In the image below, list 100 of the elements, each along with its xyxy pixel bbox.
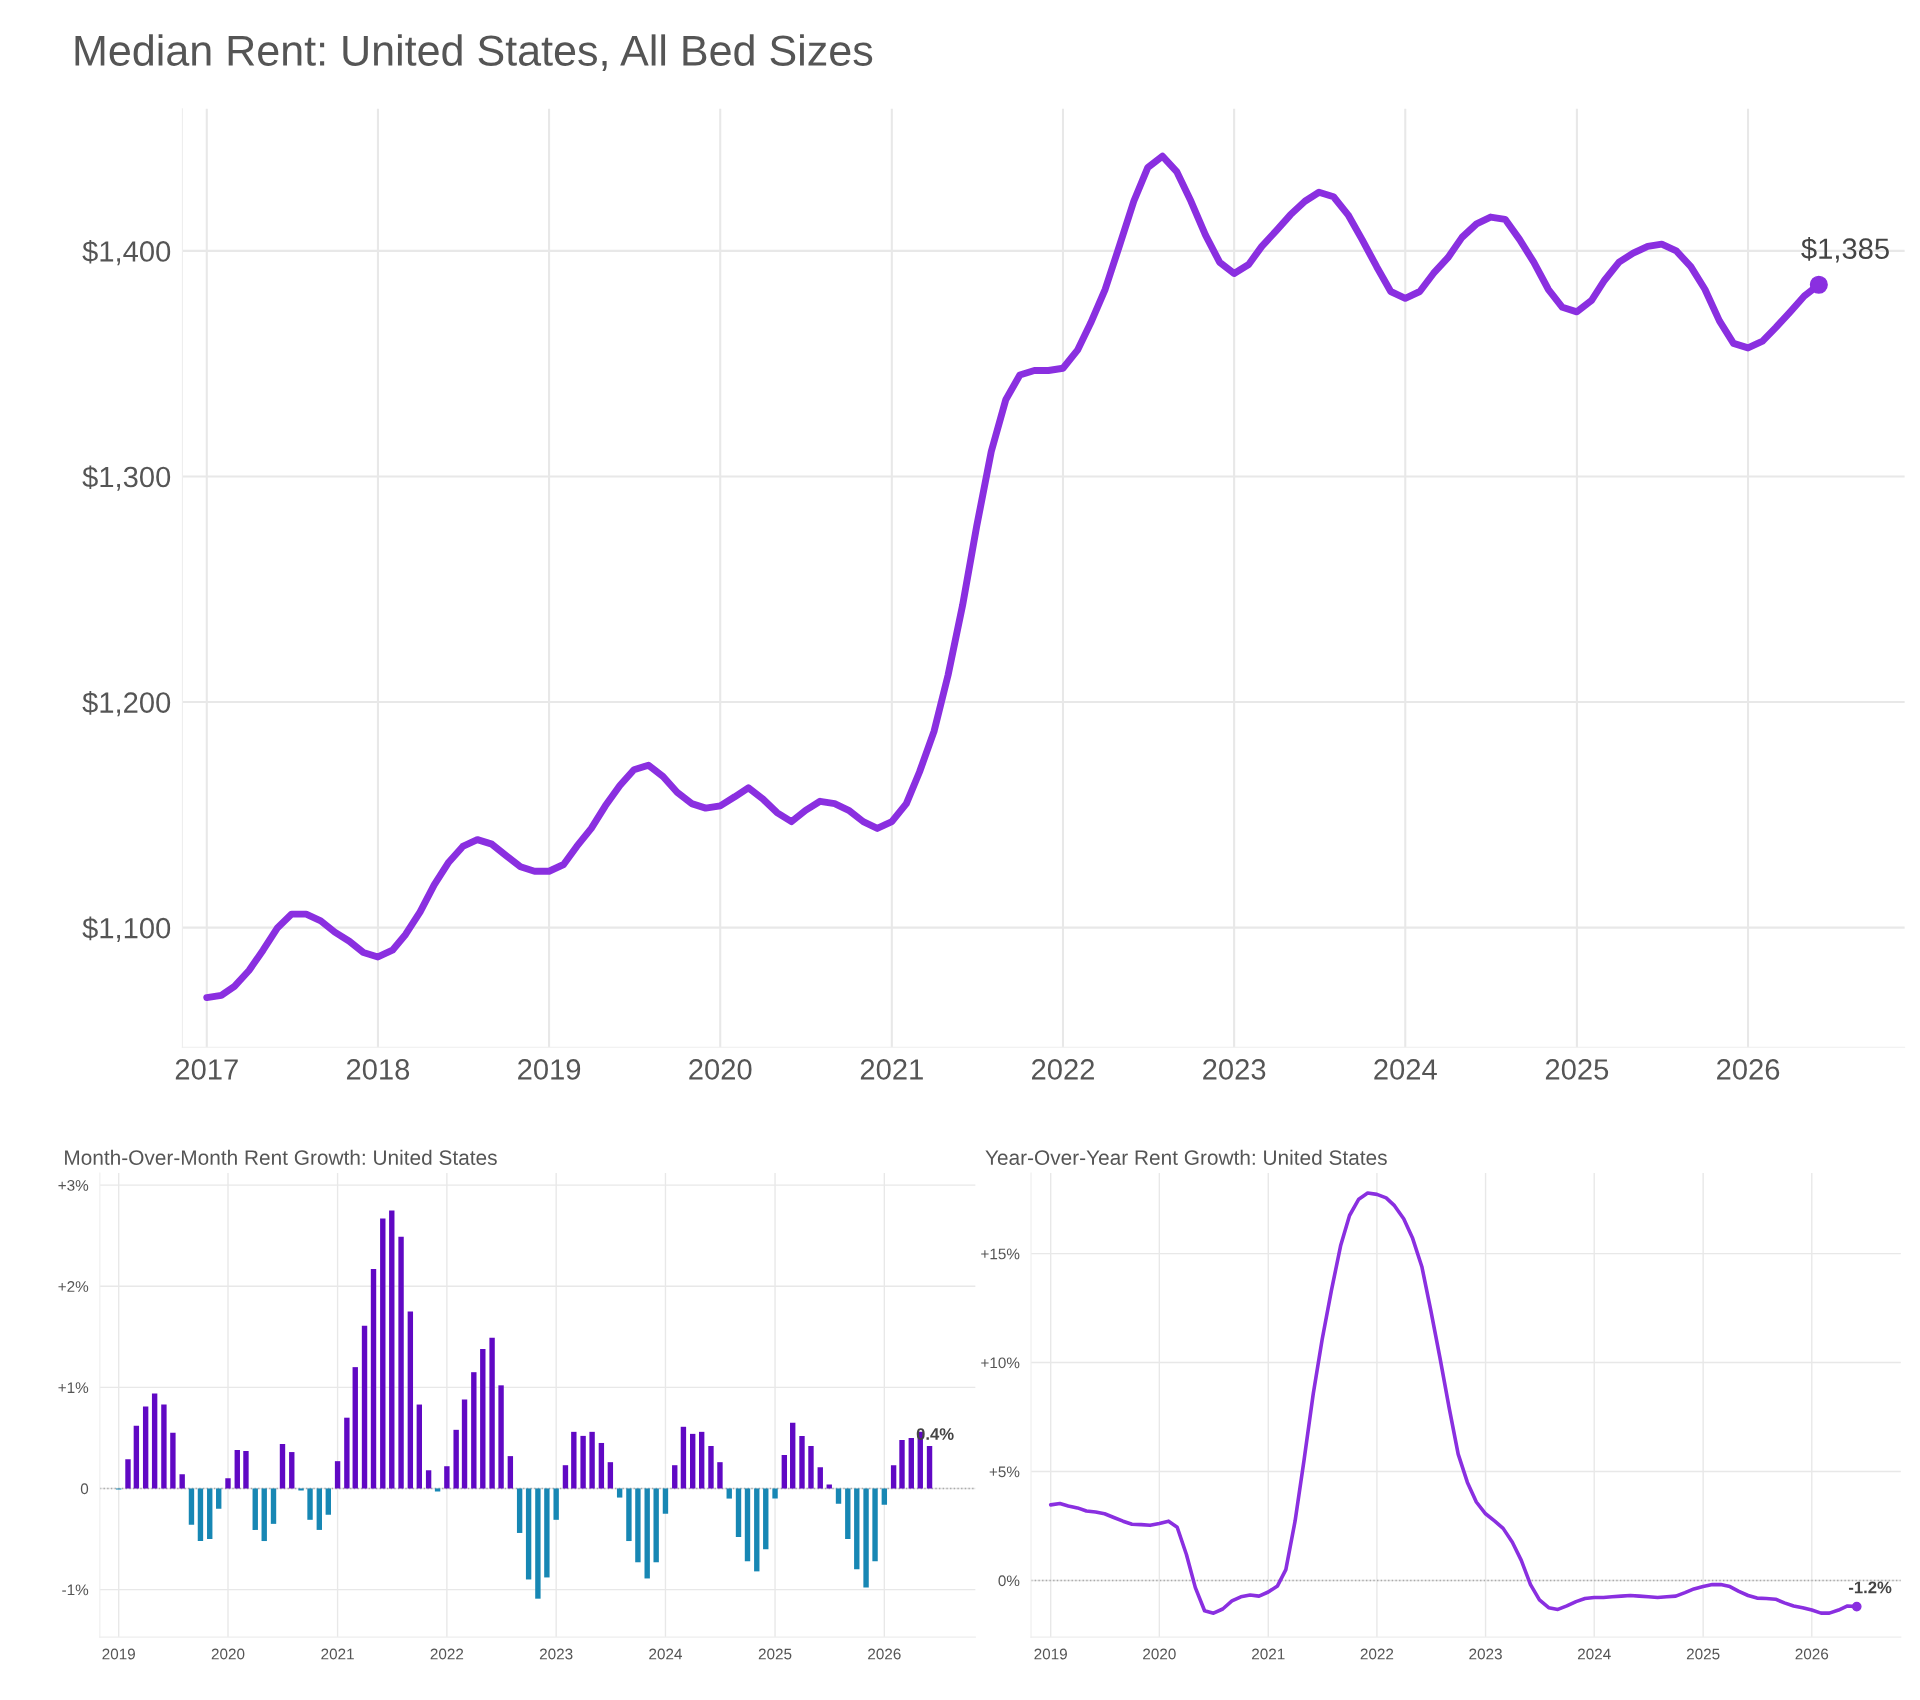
bar — [854, 1488, 860, 1570]
bar — [826, 1484, 832, 1489]
y-tick-label: -1% — [62, 1584, 89, 1596]
bar — [361, 1325, 368, 1489]
x-tick-label: 2022 — [1360, 1648, 1394, 1660]
x-tick-label: 2024 — [1374, 1059, 1437, 1080]
bar — [544, 1488, 550, 1578]
x-tick-label: 2020 — [211, 1648, 245, 1660]
bar — [425, 1470, 432, 1489]
x-tick-label: 2022 — [1032, 1059, 1094, 1080]
x-tick-label: 2021 — [321, 1648, 354, 1660]
bar — [817, 1467, 823, 1489]
bar — [179, 1474, 185, 1489]
bar — [279, 1443, 286, 1489]
bar — [298, 1488, 304, 1491]
y-tick-label: +10% — [981, 1357, 1020, 1369]
bar — [133, 1425, 140, 1489]
bar — [562, 1465, 569, 1489]
bar — [863, 1488, 869, 1588]
bar — [188, 1488, 195, 1525]
bar — [735, 1488, 742, 1537]
bar — [690, 1433, 696, 1489]
bar — [516, 1488, 523, 1533]
bar — [772, 1488, 778, 1499]
bar — [680, 1426, 687, 1489]
y-tick-label: 0 — [80, 1483, 89, 1495]
bar — [589, 1431, 595, 1489]
x-tick-label: 2025 — [1545, 1059, 1609, 1080]
annotation: -1.2% — [1848, 1581, 1892, 1594]
bar — [370, 1269, 377, 1489]
bar — [125, 1459, 131, 1489]
bar — [444, 1466, 450, 1489]
chart-title: Month-Over-Month Rent Growth: United States — [65, 1149, 497, 1165]
bar — [489, 1337, 495, 1489]
x-tick-label: 2025 — [758, 1648, 792, 1660]
bar — [270, 1488, 277, 1524]
x-tick-label: 2017 — [175, 1059, 238, 1080]
bar — [234, 1450, 240, 1489]
bar — [498, 1385, 504, 1489]
bar — [461, 1399, 468, 1489]
x-tick-label: 2018 — [346, 1059, 410, 1080]
bar — [744, 1488, 751, 1562]
bar — [635, 1488, 641, 1563]
x-tick-label: 2026 — [1795, 1648, 1829, 1660]
bar — [535, 1488, 541, 1599]
bar — [808, 1446, 814, 1489]
bar — [151, 1393, 158, 1489]
bar — [480, 1348, 486, 1489]
bar — [616, 1488, 623, 1498]
bar — [161, 1404, 167, 1489]
bar — [344, 1417, 350, 1489]
bar — [708, 1446, 714, 1489]
x-tick-label: 2023 — [1469, 1648, 1502, 1660]
bar — [325, 1488, 331, 1515]
bar — [653, 1488, 659, 1563]
bar — [899, 1439, 905, 1489]
bar — [799, 1435, 805, 1489]
bar — [416, 1404, 423, 1489]
y-tick-label: $1,200 — [82, 691, 171, 717]
x-tick-label: 2019 — [518, 1059, 581, 1080]
bar — [908, 1437, 914, 1489]
bar — [243, 1451, 249, 1489]
x-tick-label: 2020 — [689, 1059, 752, 1080]
bar — [507, 1456, 514, 1489]
x-tick-label: 2025 — [1686, 1648, 1720, 1660]
bar — [316, 1488, 323, 1530]
x-tick-label: 2024 — [649, 1648, 682, 1660]
bar — [142, 1406, 149, 1489]
x-tick-label: 2023 — [1203, 1059, 1266, 1080]
bar — [571, 1431, 577, 1489]
bar — [398, 1236, 404, 1489]
y-tick-label: $1,300 — [82, 465, 171, 491]
annotation: 0.4% — [916, 1428, 954, 1440]
bar — [790, 1422, 796, 1489]
bar — [626, 1488, 632, 1542]
bar — [525, 1488, 532, 1580]
y-tick-label: $1,100 — [82, 916, 171, 942]
bar — [845, 1488, 851, 1540]
bar — [471, 1372, 477, 1489]
bar — [607, 1462, 614, 1489]
bar — [170, 1432, 176, 1489]
x-tick-label: 2020 — [1143, 1648, 1176, 1660]
x-tick-label: 2019 — [1034, 1648, 1067, 1660]
bar — [781, 1455, 788, 1489]
bar — [289, 1452, 295, 1489]
bar — [644, 1488, 650, 1579]
bar — [407, 1311, 414, 1489]
bar — [352, 1367, 358, 1489]
bar — [216, 1488, 222, 1509]
bar — [717, 1462, 723, 1489]
bar — [662, 1488, 669, 1514]
x-tick-label: 2021 — [1252, 1648, 1285, 1660]
y-tick-label: 0% — [998, 1575, 1020, 1587]
y-tick-label: +2% — [58, 1281, 89, 1292]
bar — [453, 1429, 459, 1489]
x-tick-label: 2021 — [860, 1059, 923, 1080]
annotation: $1,385 — [1801, 237, 1889, 263]
bar — [434, 1488, 441, 1492]
bar — [926, 1446, 933, 1489]
bar — [389, 1210, 395, 1489]
